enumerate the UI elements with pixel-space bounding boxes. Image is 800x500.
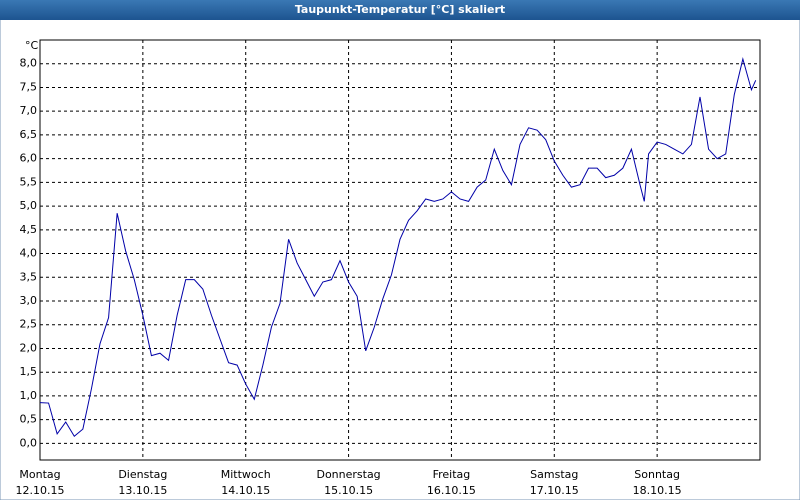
y-tick-label: 5,5 [20,175,38,188]
y-tick-label: 0,0 [20,436,38,449]
y-tick-label: 1,0 [20,389,38,402]
y-tick-label: 3,0 [20,294,38,307]
x-tick-date: 16.10.15 [427,484,476,497]
y-tick-label: 5,0 [20,199,38,212]
y-tick-label: 3,5 [20,270,38,283]
y-tick-label: 7,0 [20,104,38,117]
y-tick-label: 2,5 [20,318,38,331]
y-tick-label: 2,0 [20,341,38,354]
y-tick-label: 6,5 [20,128,38,141]
y-tick-label: 8,0 [20,57,38,70]
y-tick-label: 0,5 [20,413,38,426]
x-tick-label: Mittwoch [221,468,271,481]
title-bar [0,0,800,20]
x-tick-date: 18.10.15 [633,484,682,497]
x-tick-label: Freitag [433,468,471,481]
y-axis-label: °C [25,39,39,52]
y-tick-label: 4,0 [20,247,38,260]
x-tick-label: Samstag [530,468,578,481]
x-tick-date: 15.10.15 [324,484,373,497]
x-tick-label: Donnerstag [316,468,380,481]
x-tick-date: 12.10.15 [16,484,65,497]
y-tick-label: 6,0 [20,152,38,165]
y-tick-label: 1,5 [20,365,38,378]
x-tick-label: Montag [19,468,60,481]
y-tick-label: 4,5 [20,223,38,236]
x-tick-date: 17.10.15 [530,484,579,497]
x-tick-label: Sonntag [634,468,680,481]
x-tick-label: Dienstag [118,468,167,481]
x-tick-date: 14.10.15 [221,484,270,497]
data-line [39,56,757,438]
x-tick-date: 13.10.15 [118,484,167,497]
y-tick-label: 7,5 [20,80,38,93]
chart-title: Taupunkt-Temperatur [°C] skaliert [295,3,505,16]
